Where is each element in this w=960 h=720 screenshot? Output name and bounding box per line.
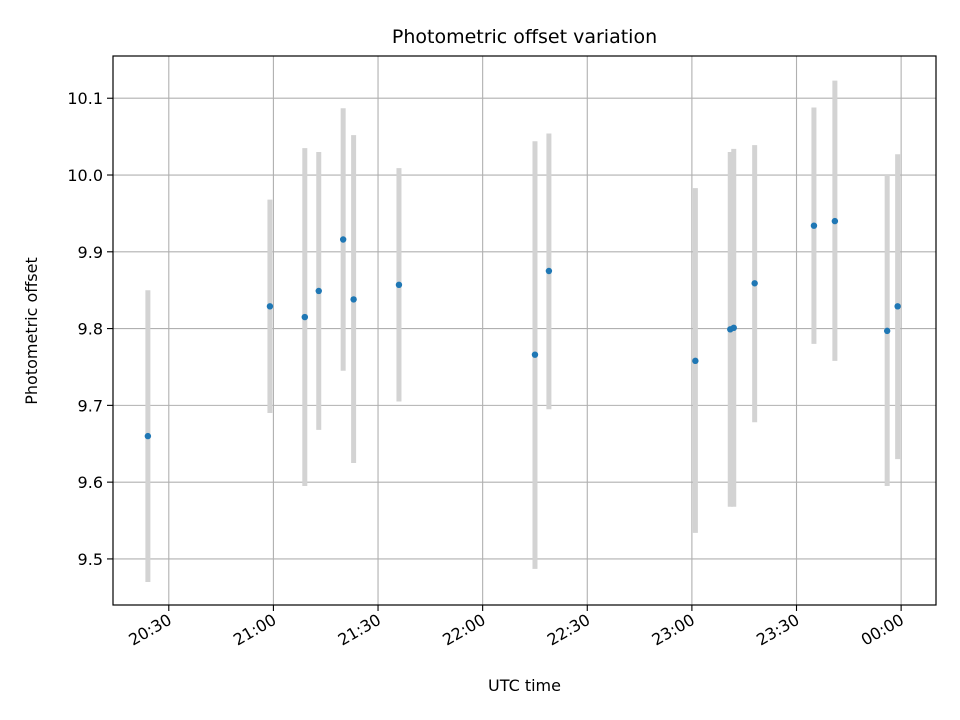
data-point bbox=[301, 313, 309, 321]
data-point bbox=[339, 236, 347, 243]
y-axis-ticks: 9.5 9.6 9.7 9.8 9.9 10.0 10.1 bbox=[67, 89, 113, 569]
data-point bbox=[831, 217, 839, 225]
x-axis-label: UTC time bbox=[488, 676, 561, 695]
y-axis-label: Photometric offset bbox=[22, 257, 41, 405]
data-point bbox=[894, 303, 901, 310]
y-tick-label: 10.1 bbox=[67, 89, 103, 108]
grid bbox=[113, 56, 936, 605]
data-point bbox=[395, 281, 403, 289]
y-tick-label: 10.0 bbox=[67, 166, 103, 185]
data-point bbox=[266, 303, 274, 310]
data-point bbox=[730, 324, 737, 332]
y-tick-label: 9.5 bbox=[78, 550, 103, 569]
data-point bbox=[144, 432, 152, 440]
plot-frame bbox=[112, 55, 937, 606]
y-tick-label: 9.8 bbox=[78, 320, 103, 339]
data-point bbox=[531, 351, 539, 358]
data-points bbox=[144, 217, 901, 440]
data-point bbox=[883, 327, 891, 335]
chart-title: Photometric offset variation bbox=[392, 26, 657, 48]
data-point bbox=[810, 222, 818, 229]
y-tick-label: 9.6 bbox=[78, 473, 103, 492]
data-point bbox=[350, 296, 357, 303]
y-tick-label: 9.9 bbox=[78, 243, 103, 262]
data-point bbox=[692, 357, 699, 365]
data-point bbox=[315, 287, 322, 295]
y-tick-label: 9.7 bbox=[78, 396, 103, 415]
data-point bbox=[545, 267, 553, 275]
data-point bbox=[751, 280, 758, 287]
